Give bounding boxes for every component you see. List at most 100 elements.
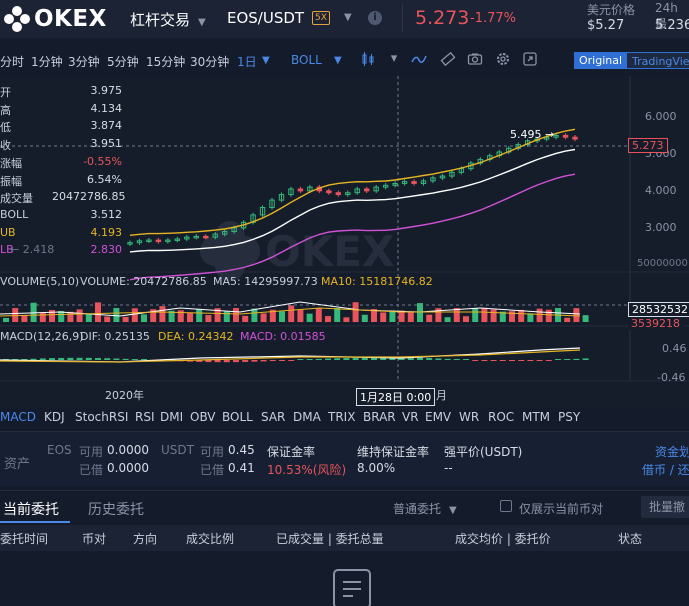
- volume-bar: [564, 317, 571, 322]
- indicator-tab-obv[interactable]: OBV: [190, 410, 216, 424]
- indicator-tab-sar[interactable]: SAR: [261, 410, 286, 424]
- volume-bar: [196, 308, 203, 322]
- borrow-repay-link[interactable]: 借币 / 还: [642, 463, 689, 477]
- indicator-tab-dmi[interactable]: DMI: [160, 410, 184, 424]
- usd-price-label: 美元价格: [587, 3, 636, 17]
- tab-order-history[interactable]: 历史委托: [88, 502, 144, 518]
- volume-ma5-line: [0, 301, 581, 317]
- volume-badge: 28532532: [628, 302, 689, 317]
- view-original-button[interactable]: Original: [574, 52, 628, 69]
- indicator-tab-mtm[interactable]: MTM: [522, 410, 551, 424]
- candle-body: [212, 233, 218, 238]
- volume-bars: [0, 301, 589, 322]
- interval-timeshare[interactable]: 分时: [0, 55, 25, 69]
- macd-bar: [334, 358, 341, 360]
- indicator-tab-kdj[interactable]: KDJ: [44, 410, 65, 424]
- candle-body: [127, 242, 133, 245]
- indicator-tab-dma[interactable]: DMA: [293, 410, 321, 424]
- indicator-tab-trix[interactable]: TRIX: [328, 410, 356, 424]
- candle-type-icon[interactable]: [360, 51, 376, 67]
- volume-ma10-line: [0, 307, 581, 317]
- price-chart[interactable]: OKEX 开 3.975 高 4.134 低 3.874 收 3.951 涨幅 -0.55% 振幅 6…: [0, 76, 689, 406]
- indicator-tab-emv[interactable]: EMV: [425, 410, 452, 424]
- indicator-tab-roc[interactable]: ROC: [488, 410, 515, 424]
- only-current-label: 仅展示当前币对: [519, 502, 604, 516]
- volume-bar: [279, 311, 285, 322]
- leverage-badge: 5X: [312, 11, 330, 25]
- volume-bar: [435, 308, 442, 322]
- interval-30m[interactable]: 30分钟: [190, 55, 230, 69]
- boll-bands: [129, 128, 576, 281]
- order-type-dropdown[interactable]: 普通委托 ▼: [393, 500, 457, 517]
- volume-bar: [76, 309, 83, 322]
- settings-icon[interactable]: [495, 51, 511, 67]
- pair-chevron-down-icon[interactable]: ▼: [344, 12, 352, 23]
- orders-header-row: [0, 525, 689, 551]
- volume-bar: [85, 314, 92, 322]
- view-tradingview-button[interactable]: TradingVie: [627, 52, 689, 69]
- col-avg-price: 成交均价 | 委托价: [455, 532, 551, 546]
- info-icon[interactable]: i: [368, 11, 382, 25]
- candle-body: [193, 235, 199, 239]
- macd-bar: [196, 360, 203, 362]
- ruler-icon[interactable]: [440, 51, 456, 67]
- indicator-tab-psy[interactable]: PSY: [558, 410, 581, 424]
- candle-body: [136, 240, 143, 244]
- ohlc-label: 成交量: [0, 192, 33, 206]
- volume-bar: [426, 314, 433, 322]
- indicator-tab-macd[interactable]: MACD: [0, 410, 36, 424]
- candle-body: [562, 134, 569, 138]
- ohlc-label: 开: [0, 86, 11, 99]
- indicator-boll-dropdown[interactable]: BOLL: [291, 53, 322, 67]
- fund-transfer-link[interactable]: 资金划: [655, 445, 689, 459]
- fullscreen-icon[interactable]: [522, 51, 538, 67]
- only-current-checkbox[interactable]: [500, 500, 512, 512]
- line-tool-icon[interactable]: [411, 51, 427, 67]
- candle-body: [420, 180, 427, 184]
- ohlc-value: 3.874: [90, 119, 123, 133]
- macd-bar: [85, 357, 92, 360]
- batch-cancel-button[interactable]: 批量撤: [641, 496, 689, 518]
- macd-axis-tick: -0.46: [657, 371, 686, 384]
- macd-bar: [141, 359, 147, 360]
- candle-body: [288, 188, 294, 196]
- candle-body: [221, 231, 228, 235]
- macd-dea-line: [0, 349, 581, 363]
- macd-bar: [545, 360, 552, 361]
- usd-price-value: $5.27: [587, 18, 625, 33]
- interval-15m[interactable]: 15分钟: [146, 55, 186, 69]
- dropdown-caret-icon[interactable]: ▾: [390, 51, 398, 66]
- volume-axis-tick: 50000000: [637, 258, 688, 269]
- usdt-borrowed-value: 0.41: [228, 461, 255, 475]
- indicator-tab-boll[interactable]: BOLL: [222, 410, 253, 424]
- interval-3m[interactable]: 3分钟: [68, 55, 100, 69]
- lb-old-value: ← 2.418: [10, 243, 55, 256]
- indicator-tab-brar[interactable]: BRAR: [363, 410, 396, 424]
- indicator-tab-wr[interactable]: WR: [459, 410, 480, 424]
- camera-icon[interactable]: [467, 51, 483, 67]
- volume-bar: [288, 305, 295, 322]
- interval-5m[interactable]: 5分钟: [107, 55, 139, 69]
- pair-dropdown[interactable]: EOS/USDT: [227, 9, 304, 27]
- macd-bar: [279, 360, 285, 361]
- macd-bar: [12, 359, 19, 360]
- macd-bar: [76, 357, 83, 360]
- market-type-dropdown[interactable]: 杠杆交易 ▼: [130, 9, 206, 30]
- order-type-label: 普通委托: [393, 502, 442, 516]
- usdt-borrowed-label: 已借: [200, 463, 225, 477]
- candle-body: [184, 236, 190, 240]
- volume-bar: [242, 315, 249, 322]
- indicator-tab-stochrsi[interactable]: StochRSI: [75, 410, 129, 424]
- indicator-tab-vr[interactable]: VR: [402, 410, 419, 424]
- volume-badge: 3539218: [628, 317, 683, 330]
- interval-1m[interactable]: 1分钟: [31, 55, 63, 69]
- indicator-tab-rsi[interactable]: RSI: [135, 410, 155, 424]
- tab-current-orders[interactable]: 当前委托: [3, 502, 59, 518]
- interval-1d[interactable]: 1日: [237, 55, 257, 69]
- okex-logo[interactable]: OKEX: [4, 6, 107, 32]
- indicator-chevron-down-icon[interactable]: ▼: [334, 55, 342, 66]
- macd-title: MACD(12,26,9): [0, 330, 84, 343]
- chart-canvas[interactable]: OKEX: [0, 76, 689, 406]
- interval-chevron-down-icon[interactable]: ▼: [262, 55, 270, 66]
- macd-bar: [67, 357, 74, 360]
